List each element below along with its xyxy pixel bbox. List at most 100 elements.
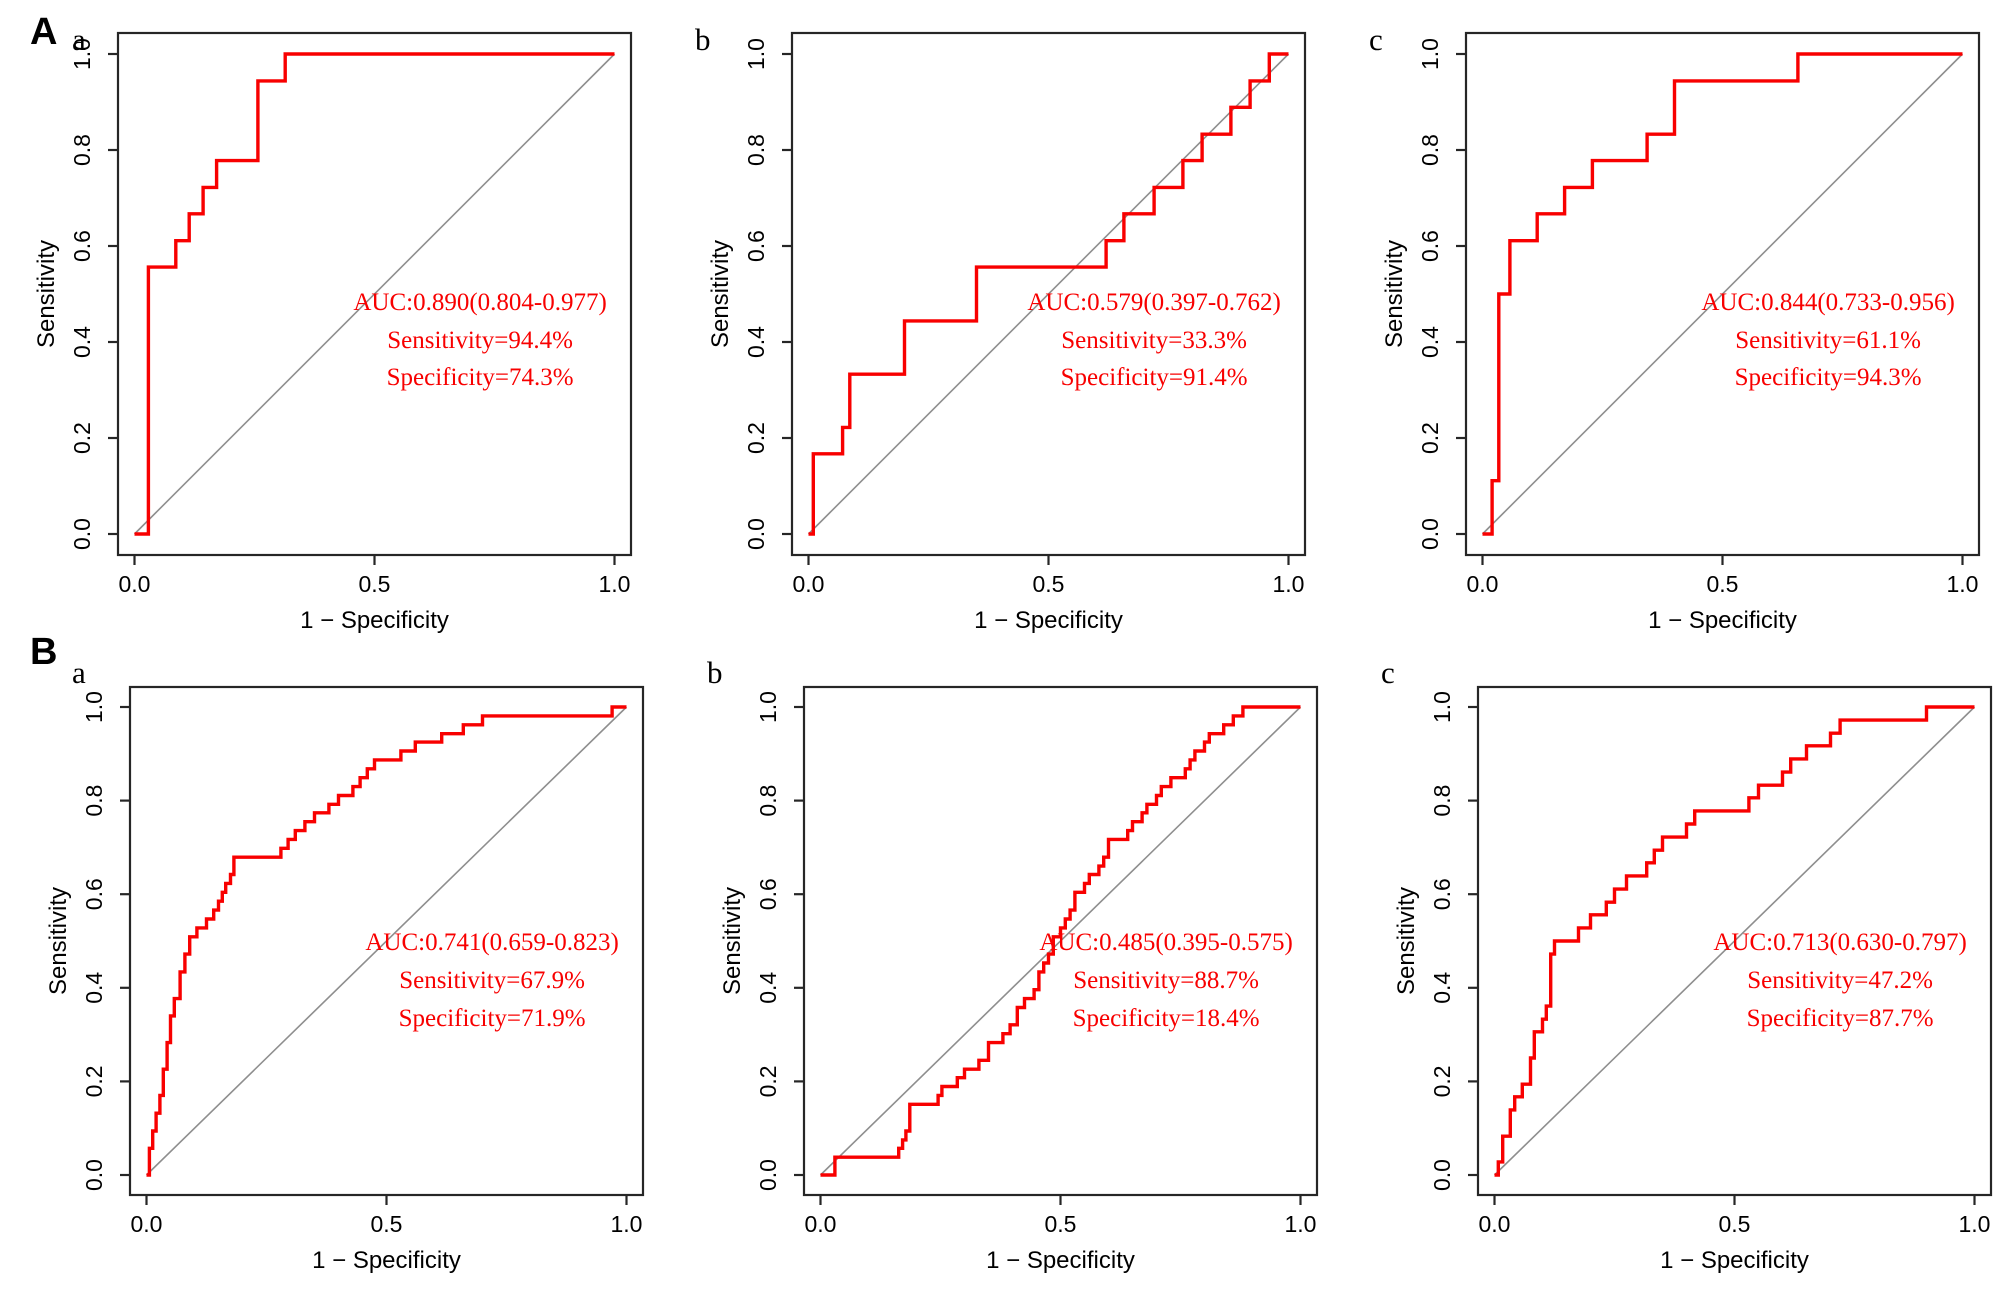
x-axis-title: 1 − Specificity <box>1660 1247 1809 1274</box>
x-axis-title: 1 − Specificity <box>986 1247 1135 1274</box>
x-tick-label: 0.0 <box>793 571 825 597</box>
panel-letter-a: a <box>72 22 86 57</box>
x-tick-label: 0.5 <box>371 1211 403 1237</box>
x-axis-title: 1 − Specificity <box>974 607 1123 634</box>
y-tick-label: 0.0 <box>1417 518 1443 550</box>
y-axis-title: Sensitivity <box>719 887 746 995</box>
annotation-specificity: Specificity=18.4% <box>1073 1005 1260 1032</box>
x-tick-label: 1.0 <box>611 1211 643 1237</box>
x-tick-label: 1.0 <box>1285 1211 1317 1237</box>
y-tick-label: 0.8 <box>743 134 769 166</box>
y-tick-label: 0.2 <box>743 422 769 454</box>
y-tick-label: 0.0 <box>1429 1159 1455 1191</box>
diagonal-reference-line <box>145 706 628 1176</box>
roc-curve <box>1494 705 1975 1177</box>
annotation-sensitivity: Sensitivity=61.1% <box>1735 327 1921 354</box>
annotation-sensitivity: Sensitivity=94.4% <box>387 327 573 354</box>
y-tick-label: 0.0 <box>69 518 95 550</box>
x-tick-label: 0.0 <box>1467 571 1499 597</box>
roc-panel-A-c: 0.0 0.5 1.0 0.0 0.2 0.4 0.6 0.8 1.0 1 − Specifici… <box>1369 22 1981 634</box>
roc-curve <box>134 52 615 536</box>
y-tick-label: 0.6 <box>1429 878 1455 910</box>
x-tick-label: 1.0 <box>1273 571 1305 597</box>
annotation-auc: AUC:0.741(0.659-0.823) <box>365 929 618 956</box>
roc-panel-B-c: 0.0 0.5 1.0 0.0 0.2 0.4 0.6 0.8 1.0 1 − Specifici… <box>1381 655 1993 1274</box>
y-tick-label: 0.4 <box>81 972 107 1004</box>
y-tick-label: 0.4 <box>1429 972 1455 1004</box>
y-tick-label: 0.0 <box>81 1159 107 1191</box>
roc-curve <box>820 705 1301 1177</box>
y-tick-label: 0.8 <box>1429 785 1455 817</box>
x-axis-title: 1 − Specificity <box>300 607 449 634</box>
annotation-specificity: Specificity=91.4% <box>1061 364 1248 391</box>
y-axis-title: Sensitivity <box>45 887 72 995</box>
x-tick-label: 0.0 <box>805 1211 837 1237</box>
x-axis-title: 1 − Specificity <box>312 1247 461 1274</box>
y-tick-label: 0.6 <box>743 230 769 262</box>
annotation-specificity: Specificity=74.3% <box>387 364 574 391</box>
y-tick-label: 0.0 <box>755 1159 781 1191</box>
y-tick-label: 0.6 <box>69 230 95 262</box>
y-tick-label: 0.6 <box>1417 230 1443 262</box>
y-tick-label: 0.2 <box>69 422 95 454</box>
diagonal-reference-line <box>819 706 1302 1176</box>
y-tick-label: 0.4 <box>743 326 769 358</box>
roc-panel-A-a: 0.0 0.5 1.0 0.0 0.2 0.4 0.6 0.8 1.0 1 − Specifici… <box>33 22 633 634</box>
annotation-auc: AUC:0.485(0.395-0.575) <box>1039 929 1292 956</box>
x-tick-label: 0.5 <box>1707 571 1739 597</box>
y-axis-title: Sensitivity <box>707 240 734 348</box>
annotation-auc: AUC:0.713(0.630-0.797) <box>1713 929 1966 956</box>
roc-curve <box>146 705 627 1177</box>
y-tick-label: 0.6 <box>81 878 107 910</box>
x-tick-label: 0.5 <box>1033 571 1065 597</box>
y-tick-label: 1.0 <box>69 38 95 70</box>
panel-letter-b: b <box>707 655 723 690</box>
x-tick-label: 1.0 <box>599 571 631 597</box>
diagonal-reference-line <box>133 53 616 535</box>
row-label-A: A <box>30 11 57 53</box>
panel-letter-b: b <box>695 22 711 57</box>
diagonal-reference-line <box>1493 706 1976 1176</box>
y-axis-title: Sensitivity <box>1393 887 1420 995</box>
y-tick-label: 0.4 <box>1417 326 1443 358</box>
y-tick-label: 0.2 <box>81 1065 107 1097</box>
annotation-specificity: Specificity=71.9% <box>399 1005 586 1032</box>
annotation-sensitivity: Sensitivity=47.2% <box>1747 967 1933 994</box>
roc-curve <box>1482 52 1963 536</box>
y-axis-title: Sensitivity <box>1381 240 1408 348</box>
x-tick-label: 1.0 <box>1947 571 1979 597</box>
annotation-auc: AUC:0.579(0.397-0.762) <box>1027 289 1280 316</box>
roc-panel-A-b: 0.0 0.5 1.0 0.0 0.2 0.4 0.6 0.8 1.0 1 − Specifici… <box>695 22 1307 634</box>
x-tick-label: 0.0 <box>119 571 151 597</box>
annotation-sensitivity: Sensitivity=67.9% <box>399 967 585 994</box>
y-tick-label: 0.8 <box>1417 134 1443 166</box>
y-tick-label: 0.4 <box>755 972 781 1004</box>
roc-curve <box>808 52 1289 536</box>
diagonal-reference-line <box>1481 53 1964 535</box>
x-axis-title: 1 − Specificity <box>1648 607 1797 634</box>
y-tick-label: 0.6 <box>755 878 781 910</box>
x-tick-label: 0.5 <box>1045 1211 1077 1237</box>
x-tick-label: 0.5 <box>359 571 391 597</box>
panel-letter-c: c <box>1369 22 1383 57</box>
annotation-auc: AUC:0.844(0.733-0.956) <box>1701 289 1954 316</box>
y-tick-label: 1.0 <box>1429 691 1455 723</box>
x-tick-label: 0.0 <box>1479 1211 1511 1237</box>
panel-letter-c: c <box>1381 655 1395 690</box>
y-tick-label: 1.0 <box>1417 38 1443 70</box>
panel-letter-a: a <box>72 655 86 690</box>
y-tick-label: 1.0 <box>743 38 769 70</box>
x-tick-label: 1.0 <box>1959 1211 1991 1237</box>
y-tick-label: 0.2 <box>1417 422 1443 454</box>
x-tick-label: 0.5 <box>1719 1211 1751 1237</box>
y-tick-label: 0.4 <box>69 326 95 358</box>
y-tick-label: 1.0 <box>755 691 781 723</box>
y-tick-label: 1.0 <box>81 691 107 723</box>
y-tick-label: 0.8 <box>755 785 781 817</box>
x-tick-label: 0.0 <box>131 1211 163 1237</box>
y-tick-label: 0.2 <box>1429 1065 1455 1097</box>
roc-panel-B-a: 0.0 0.5 1.0 0.0 0.2 0.4 0.6 0.8 1.0 1 − Specifici… <box>45 655 645 1274</box>
y-tick-label: 0.8 <box>81 785 107 817</box>
